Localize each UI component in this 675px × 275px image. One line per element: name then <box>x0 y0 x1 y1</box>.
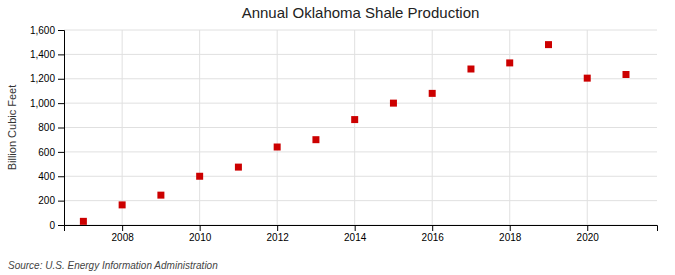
y-axis-line <box>58 31 65 226</box>
x-tick-mark <box>200 225 201 231</box>
x-tick-label: 2016 <box>422 232 445 243</box>
y-tick-label: 1,600 <box>30 25 55 36</box>
x-tick-label: 2018 <box>499 232 522 243</box>
y-tick-mark <box>58 201 64 202</box>
point <box>584 75 591 82</box>
source-note: Source: U.S. Energy Information Administ… <box>8 260 218 271</box>
point <box>467 66 474 73</box>
y-tick-mark <box>58 176 64 177</box>
x-axis: 2008 2010 2012 2014 2016 2018 2020 <box>65 225 658 243</box>
y-tick: 1,400 <box>30 49 64 60</box>
y-tick: 0 <box>49 220 64 231</box>
y-grid-line <box>64 127 657 128</box>
x-axis-line <box>65 226 658 232</box>
y-tick-label: 1,400 <box>30 49 55 60</box>
point <box>506 59 513 66</box>
y-tick: 800 <box>38 122 64 133</box>
point <box>545 41 552 48</box>
y-tick-mark <box>58 30 64 31</box>
y-tick-mark <box>58 225 64 226</box>
y-axis: 0 200 400 600 800 1,000 1,200 1,400 1,600 <box>30 25 65 231</box>
plot-area: 2008 2010 2012 2014 2016 2018 2020 0 200 400 600 80… <box>30 25 658 243</box>
x-tick-label: 2008 <box>112 232 135 243</box>
y-tick: 1,000 <box>30 98 64 109</box>
x-tick: 2018 <box>499 225 522 243</box>
point <box>390 100 397 107</box>
y-tick-mark <box>58 103 64 104</box>
y-grid-line <box>64 176 657 177</box>
point <box>196 173 203 180</box>
y-tick-label: 1,200 <box>30 73 55 84</box>
y-tick: 1,600 <box>30 25 64 36</box>
x-tick-label: 2014 <box>344 232 367 243</box>
x-tick: 2008 <box>112 225 135 243</box>
y-tick-label: 400 <box>38 171 55 182</box>
y-axis-title: Billion Cubic Feet <box>6 85 18 171</box>
x-tick: 2010 <box>189 225 212 243</box>
x-tick-mark <box>277 225 278 231</box>
x-tick-label: 2010 <box>189 232 212 243</box>
x-tick-label: 2012 <box>267 232 290 243</box>
y-tick-mark <box>58 54 64 55</box>
y-tick: 600 <box>38 147 64 158</box>
y-tick-label: 600 <box>38 147 55 158</box>
chart: 2008 2010 2012 2014 2016 2018 2020 0 200 400 600 80… <box>0 0 675 275</box>
x-tick: 2012 <box>267 225 290 243</box>
points <box>80 41 630 225</box>
x-tick-label: 2020 <box>577 232 600 243</box>
point <box>429 90 436 97</box>
x-tick-mark <box>510 225 511 231</box>
title: Annual Oklahoma Shale Production <box>242 4 480 21</box>
point <box>622 71 629 78</box>
point <box>157 192 164 199</box>
point <box>312 136 319 143</box>
y-tick-label: 1,000 <box>30 98 55 109</box>
point <box>351 116 358 123</box>
y-grid-line <box>64 30 657 31</box>
point <box>80 218 87 225</box>
x-tick-mark <box>587 225 588 231</box>
x-tick: 2020 <box>577 225 600 243</box>
x-tick: 2016 <box>422 225 445 243</box>
y-tick-mark <box>58 128 64 129</box>
y-tick: 400 <box>38 171 64 182</box>
y-tick: 1,200 <box>30 73 64 84</box>
y-tick-mark <box>58 152 64 153</box>
x-tick: 2014 <box>344 225 367 243</box>
grid <box>64 30 657 225</box>
point <box>274 144 281 151</box>
y-grid-line <box>64 151 657 152</box>
x-tick-mark <box>122 225 123 231</box>
y-tick-mark <box>58 79 64 80</box>
y-tick-label: 0 <box>49 220 55 231</box>
y-tick: 200 <box>38 195 64 206</box>
point <box>119 201 126 208</box>
x-tick-mark <box>432 225 433 231</box>
point <box>235 164 242 171</box>
y-tick-label: 200 <box>38 195 55 206</box>
x-tick-mark <box>355 225 356 231</box>
y-grid-line <box>64 78 657 79</box>
y-grid-line <box>64 103 657 104</box>
y-tick-label: 800 <box>38 122 55 133</box>
y-grid-line <box>64 200 657 201</box>
y-grid-line <box>64 54 657 55</box>
